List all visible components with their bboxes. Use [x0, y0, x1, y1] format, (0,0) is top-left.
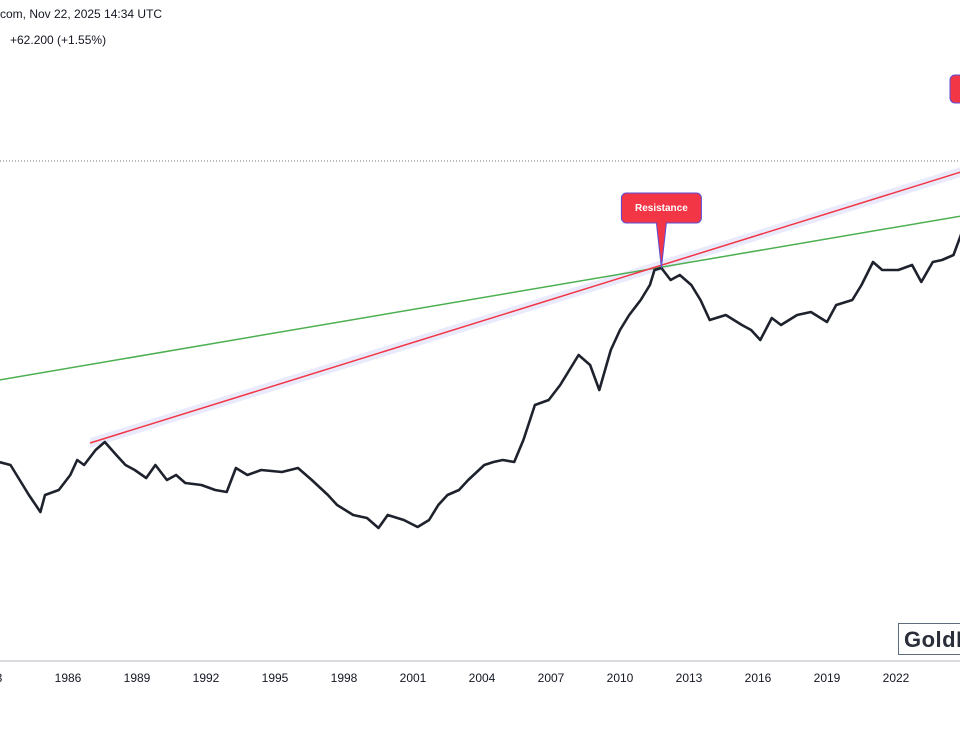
x-tick-label: 1992 — [193, 671, 220, 685]
annotation-callout[interactable]: Resistance — [620, 192, 702, 269]
annotation-callout[interactable] — [949, 74, 960, 104]
x-tick-label: 2004 — [469, 671, 496, 685]
price-change-value: +62.200 (+1.55%) — [10, 33, 107, 47]
x-tick-label: 2010 — [607, 671, 634, 685]
chart-source-date: com, Nov 22, 2025 14:34 UTC — [0, 7, 163, 21]
x-tick-label: 1995 — [262, 671, 289, 685]
x-tick-label: 2013 — [676, 671, 703, 685]
support-trendline[interactable] — [0, 215, 960, 381]
x-tick-label: 2007 — [538, 671, 565, 685]
watermark-logo: GoldP — [898, 623, 960, 655]
x-tick-label: 1998 — [331, 671, 358, 685]
x-axis: 3 1986 1989 1992 1995 1998 2001 2004 2007 2010 201… — [0, 671, 910, 685]
x-tick-label: 2001 — [400, 671, 427, 685]
resistance-trendline[interactable] — [89, 170, 960, 444]
price-series-line — [0, 233, 960, 530]
annotation-label: Resistance — [635, 203, 688, 214]
x-tick-label: 2016 — [745, 671, 772, 685]
x-tick-label: 1989 — [124, 671, 151, 685]
trendline-band — [90, 167, 960, 448]
price-change: +62.200 (+1.55%) — [10, 33, 106, 47]
x-tick-label: 3 — [0, 671, 3, 685]
x-tick-label: 2019 — [814, 671, 841, 685]
x-tick-label: 1986 — [55, 671, 82, 685]
x-tick-label: 2022 — [883, 671, 910, 685]
